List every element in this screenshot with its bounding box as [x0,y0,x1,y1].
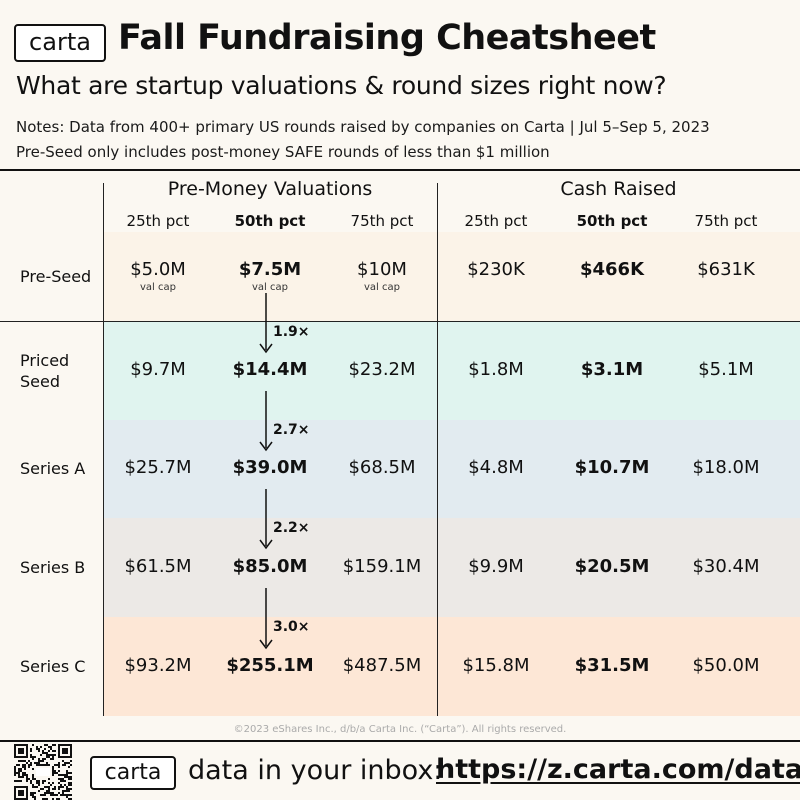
col-header-cash-75: 75th pct [694,212,758,230]
row-bg-priced-seed [103,322,800,420]
cell-series-b-val-75: $159.1M [342,555,422,577]
row-label-pre-seed: Pre-Seed [20,266,92,286]
col-header-cash-50: 50th pct [576,212,648,230]
cell-priced-seed-cash-75: $5.1M [698,359,754,380]
footer-text: data in your inbox: [188,755,443,786]
cell-priced-seed-cash-50: $3.1M [580,359,644,380]
table-left-border [103,183,104,716]
cell-series-c-cash-50: $31.5M [574,654,650,676]
row-bg-series-a [103,420,800,518]
cell-sublabel-pre-seed-val-25: val cap [140,281,176,293]
cell-series-b-cash-50: $20.5M [574,555,650,577]
qr-center-logo [36,768,50,776]
col-header-val-50: 50th pct [234,212,306,230]
cell-series-c-cash-25: $15.8M [462,654,530,676]
cell-pre-seed-cash-50: $466K [579,258,645,280]
cell-series-a-val-50: $39.0M [232,457,308,478]
cell-priced-seed-cash-25: $1.8M [468,359,524,380]
cell-priced-seed-val-75: $23.2M [348,359,416,380]
growth-multiplier-1: 1.9× [273,324,310,340]
footer-divider [0,740,800,742]
cell-pre-seed-val-25: $5.0M [130,258,186,280]
cell-priced-seed-val-25: $9.7M [130,359,186,380]
cell-series-c-val-75: $487.5M [342,654,422,676]
arrow-head-4 [259,639,273,650]
cell-series-b-cash-25: $9.9M [468,555,524,577]
arrow-head-2 [259,441,273,452]
page-subtitle: What are startup valuations & round size… [16,71,667,100]
group-header-cash: Cash Raised [560,178,677,200]
cell-sublabel-pre-seed-val-50: val cap [252,281,288,293]
growth-multiplier-3: 2.2× [273,520,310,536]
cell-pre-seed-val-75: $10M [357,258,407,280]
cell-series-c-val-25: $93.2M [124,654,192,676]
page-title: Fall Fundraising Cheatsheet [118,18,656,58]
cell-pre-seed-val-50: $7.5M [238,258,302,280]
cell-pre-seed-cash-75: $631K [697,258,755,280]
cell-pre-seed-cash-25: $230K [467,258,525,280]
cell-series-a-cash-50: $10.7M [574,457,650,478]
cell-series-a-val-75: $68.5M [348,457,416,478]
cell-series-b-val-25: $61.5M [124,555,192,577]
cell-series-b-val-50: $85.0M [232,555,308,577]
col-header-cash-25: 25th pct [464,212,528,230]
row-label-priced-seed: Priced Seed [20,351,70,391]
notes-line-2: Pre-Seed only includes post-money SAFE r… [16,143,550,161]
carta-logo-footer: carta [90,756,176,790]
growth-multiplier-4: 3.0× [273,619,310,635]
arrow-head-3 [259,539,273,550]
arrow-head-1 [259,343,273,354]
row-label-series-a: Series A [20,459,86,478]
cell-priced-seed-val-50: $14.4M [232,359,308,380]
cell-series-b-cash-75: $30.4M [692,555,760,577]
row-bg-series-c [103,617,800,716]
newsletter-link[interactable]: https://z.carta.com/data [436,754,800,785]
cell-series-a-cash-75: $18.0M [692,457,760,478]
carta-logo: carta [14,24,106,62]
pre-seed-divider [0,321,800,322]
header-divider [0,169,800,171]
cell-series-c-val-50: $255.1M [226,654,314,676]
group-divider [437,183,438,716]
qr-code-icon[interactable] [14,744,72,800]
col-header-val-25: 25th pct [126,212,190,230]
cell-series-c-cash-75: $50.0M [692,654,760,676]
cell-series-a-cash-25: $4.8M [468,457,524,478]
notes-line-1: Notes: Data from 400+ primary US rounds … [16,118,710,136]
row-label-series-b: Series B [20,557,86,577]
copyright: ©2023 eShares Inc., d/b/a Carta Inc. (“C… [233,724,567,735]
growth-multiplier-2: 2.7× [273,422,310,438]
cell-series-a-val-25: $25.7M [124,457,192,478]
group-header-valuations: Pre-Money Valuations [167,178,373,200]
col-header-val-75: 75th pct [350,212,414,230]
cell-sublabel-pre-seed-val-75: val cap [364,281,400,293]
row-label-series-c: Series C [20,656,86,676]
row-bg-pre-seed [103,232,800,321]
row-bg-series-b [103,518,800,617]
